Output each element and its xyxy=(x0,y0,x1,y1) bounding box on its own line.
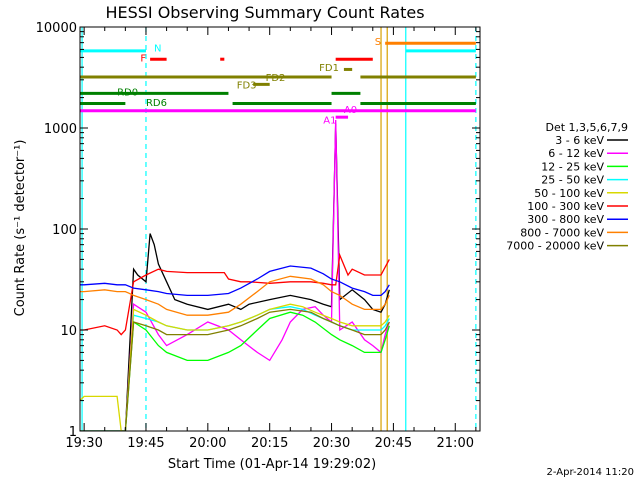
x-tick-label: 20:15 xyxy=(251,436,288,451)
flag-label: F xyxy=(140,53,146,64)
series-line xyxy=(80,303,390,431)
series-line xyxy=(80,275,390,316)
y-tick-label: 100 xyxy=(52,223,77,238)
flag-label: A0 xyxy=(344,105,357,116)
series-line xyxy=(80,119,390,431)
x-tick-label: 19:45 xyxy=(127,436,164,451)
plot-frame xyxy=(79,26,481,432)
y-axis: 1 10 100 1000 10000 xyxy=(36,21,480,440)
plot-content: N S F FD1 FD2 FD3 RD0 RD6 A0 A1 xyxy=(80,27,477,431)
legend-entry-label: 7000 - 20000 keV xyxy=(506,240,604,253)
chart-title: HESSI Observing Summary Count Rates xyxy=(105,3,424,22)
flag-label: FD1 xyxy=(319,63,339,74)
y-tick-label: 1 xyxy=(69,425,77,440)
legend-entry-label: 100 - 300 keV xyxy=(527,200,604,213)
flag-label: FD3 xyxy=(237,80,257,91)
flag-label: RD0 xyxy=(117,87,138,98)
flag-label: N xyxy=(154,43,161,54)
y-tick-label: 1000 xyxy=(44,122,77,137)
legend-entry-label: 3 - 6 keV xyxy=(555,134,604,147)
series-line xyxy=(80,252,390,336)
flag-label: A1 xyxy=(323,115,336,126)
flag-label: S xyxy=(375,37,381,48)
x-tick-label: 21:00 xyxy=(437,436,474,451)
legend-entry-label: 300 - 800 keV xyxy=(527,213,604,226)
x-tick-label: 20:45 xyxy=(375,436,412,451)
x-axis-label: Start Time (01-Apr-14 19:29:02) xyxy=(168,457,376,472)
legend-entry-label: 6 - 12 keV xyxy=(548,147,604,160)
y-tick-label: 10 xyxy=(60,324,77,339)
legend-entry-label: 800 - 7000 keV xyxy=(520,226,604,239)
series-line xyxy=(80,123,390,431)
y-tick-label: 10000 xyxy=(36,21,77,36)
legend-entry-label: 50 - 100 keV xyxy=(534,187,604,200)
flag-label: FD2 xyxy=(266,73,286,84)
x-tick-label: 19:30 xyxy=(65,436,102,451)
series-line xyxy=(80,308,390,431)
legend-entry-label: 12 - 25 keV xyxy=(541,160,604,173)
legend-title: Det 1,3,5,6,7,9 xyxy=(545,121,628,134)
legend-entry-label: 25 - 50 keV xyxy=(541,174,604,187)
x-tick-label: 20:00 xyxy=(189,436,226,451)
x-tick-label: 20:30 xyxy=(313,436,350,451)
footer-date: 2-Apr-2014 11:20 xyxy=(547,467,634,478)
flag-label: RD6 xyxy=(146,98,167,109)
series-line xyxy=(80,265,390,297)
x-axis: 19:30 19:45 20:00 20:15 20:30 20:45 21:00 xyxy=(65,27,477,451)
y-axis-label: Count Rate (s⁻¹ detector⁻¹) xyxy=(13,140,28,317)
